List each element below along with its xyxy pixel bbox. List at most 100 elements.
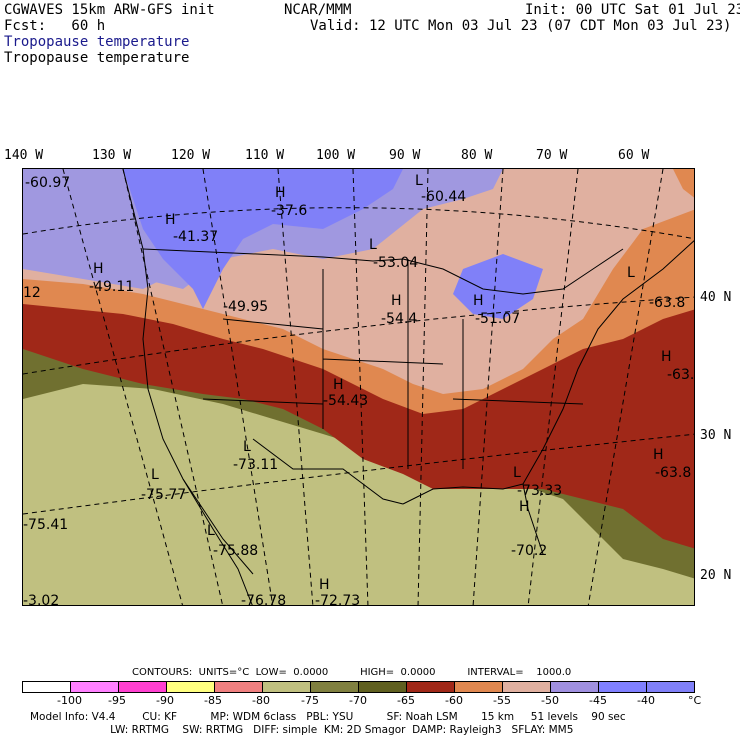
map-value-label: -72.73 [315, 593, 360, 606]
map-extremum-marker: H [333, 377, 344, 393]
boundaries [122, 169, 694, 605]
map-canvas: -60.97 H -41.37 H -37.6 L -60.44 L -53.0… [23, 169, 694, 606]
colorbar-swatch [359, 682, 407, 692]
lat-label: 30 N [700, 428, 732, 443]
colorbar-tick-label: -60 [445, 694, 463, 707]
map-value-label: -73.33 [517, 483, 562, 499]
lat-label: 40 N [700, 290, 732, 305]
map-extremum-marker: L [513, 465, 521, 481]
map-value-label: -75.41 [23, 517, 68, 533]
lon-label: 130 W [92, 148, 132, 163]
map-extremum-marker: H [653, 447, 664, 463]
lon-label: 100 W [316, 148, 356, 163]
extrema-labels: -60.97 H -41.37 H -37.6 L -60.44 L -53.0… [23, 173, 694, 606]
colorbar-swatch [23, 682, 71, 692]
colorbar-swatch [263, 682, 311, 692]
field-title-secondary: Tropopause temperature [4, 50, 190, 66]
map-value-label: -75.77 [141, 487, 186, 503]
map-value-label: -70.2 [511, 543, 547, 559]
colorbar-tick-label: -40 [637, 694, 655, 707]
map-extremum-marker: L [207, 523, 215, 539]
lon-label: 110 W [245, 148, 285, 163]
colorbar-swatch [71, 682, 119, 692]
map-extremum-marker: L [151, 467, 159, 483]
valid-time: Valid: 12 UTC Mon 03 Jul 23 (07 CDT Mon … [310, 18, 732, 34]
lon-line [587, 169, 664, 605]
forecast-hour: Fcst: 60 h [4, 18, 106, 34]
gulf-coast [402, 483, 524, 505]
map-extremum-marker: L [369, 237, 377, 253]
colorbar-swatch [119, 682, 167, 692]
map-extremum-marker: H [519, 499, 530, 515]
lon-line [417, 169, 429, 605]
map-extremum-marker: H [391, 293, 402, 309]
lat-label: 20 N [700, 568, 732, 583]
colorbar-tick-label: -90 [156, 694, 174, 707]
lon-line [62, 169, 183, 605]
band-cold-purple [123, 169, 403, 309]
colorbar-tick-label: -50 [541, 694, 559, 707]
map-value-label: -49.95 [223, 299, 268, 315]
map-value-label: 12 [23, 285, 41, 301]
lon-label: 120 W [171, 148, 211, 163]
map-value-label: -73.11 [233, 457, 278, 473]
map-value-label: -53.04 [373, 255, 418, 271]
colorbar-tick-label: -80 [252, 694, 270, 707]
colorbar-tick-label: -95 [108, 694, 126, 707]
colorbar-swatch [551, 682, 599, 692]
model-info-line2: LW: RRTMG SW: RRTMG DIFF: simple KM: 2D … [30, 724, 574, 736]
map-value-label: -3.02 [23, 593, 59, 606]
map-value-label: -63.8 [649, 295, 685, 311]
map-extremum-marker: H [319, 577, 330, 593]
map-value-label: -49.11 [89, 279, 134, 295]
map-value-label: -60.44 [421, 189, 466, 205]
map-value-label: -76.78 [241, 593, 286, 606]
map-value-label: -41.37 [173, 229, 218, 245]
band-light-purple-west [23, 239, 163, 289]
map-extremum-marker: L [243, 439, 251, 455]
great-lakes-border [402, 248, 624, 295]
map-extremum-marker: H [165, 212, 176, 228]
band-orange-ne [673, 169, 694, 198]
map-value-label: -54.43 [323, 393, 368, 409]
lon-line [122, 169, 224, 605]
colorbar-tick-label: -70 [349, 694, 367, 707]
lon-line [277, 169, 314, 605]
band-cold-purple-lakes [453, 254, 543, 319]
lon-line [202, 169, 274, 605]
lon-label: 80 W [461, 148, 493, 163]
east-coast [522, 240, 694, 485]
colorbar-swatch [503, 682, 551, 692]
us-mexico-border [252, 438, 404, 505]
colorbar-tick-label: °C [688, 694, 702, 707]
lon-label: 140 W [4, 148, 44, 163]
colorbar-tick-label: -55 [493, 694, 511, 707]
map-extremum-marker: H [275, 185, 286, 201]
map-extremum-marker: H [93, 261, 104, 277]
map-value-label: -60.97 [25, 175, 70, 191]
florida [522, 483, 544, 555]
state-lines [202, 259, 584, 469]
map-value-label: -51.07 [475, 311, 520, 327]
map-extremum-marker: L [415, 173, 423, 189]
lon-label: 60 W [618, 148, 650, 163]
colorbar-swatch [215, 682, 263, 692]
map-extremum-marker: L [627, 265, 635, 281]
model-title: CGWAVES 15km ARW-GFS init [4, 2, 215, 18]
colorbar-tick-label: -75 [301, 694, 319, 707]
colorbar-swatch [311, 682, 359, 692]
west-coast [122, 169, 253, 605]
graticule [23, 169, 694, 605]
lon-label: 90 W [389, 148, 421, 163]
colorbar-tick-label: -65 [397, 694, 415, 707]
colorbar-tick-label: -45 [589, 694, 607, 707]
map-value-label: -54.4 [381, 311, 417, 327]
colorbar-tick-label: -100 [57, 694, 82, 707]
colorbar [22, 681, 695, 693]
map-extremum-marker: H [661, 349, 672, 365]
map-extremum-marker: H [473, 293, 484, 309]
lon-label: 70 W [536, 148, 568, 163]
model-info-line1: Model Info: V4.4 CU: KF MP: WDM 6class P… [30, 711, 626, 723]
field-title-primary: Tropopause temperature [4, 34, 190, 50]
baja [182, 478, 254, 575]
